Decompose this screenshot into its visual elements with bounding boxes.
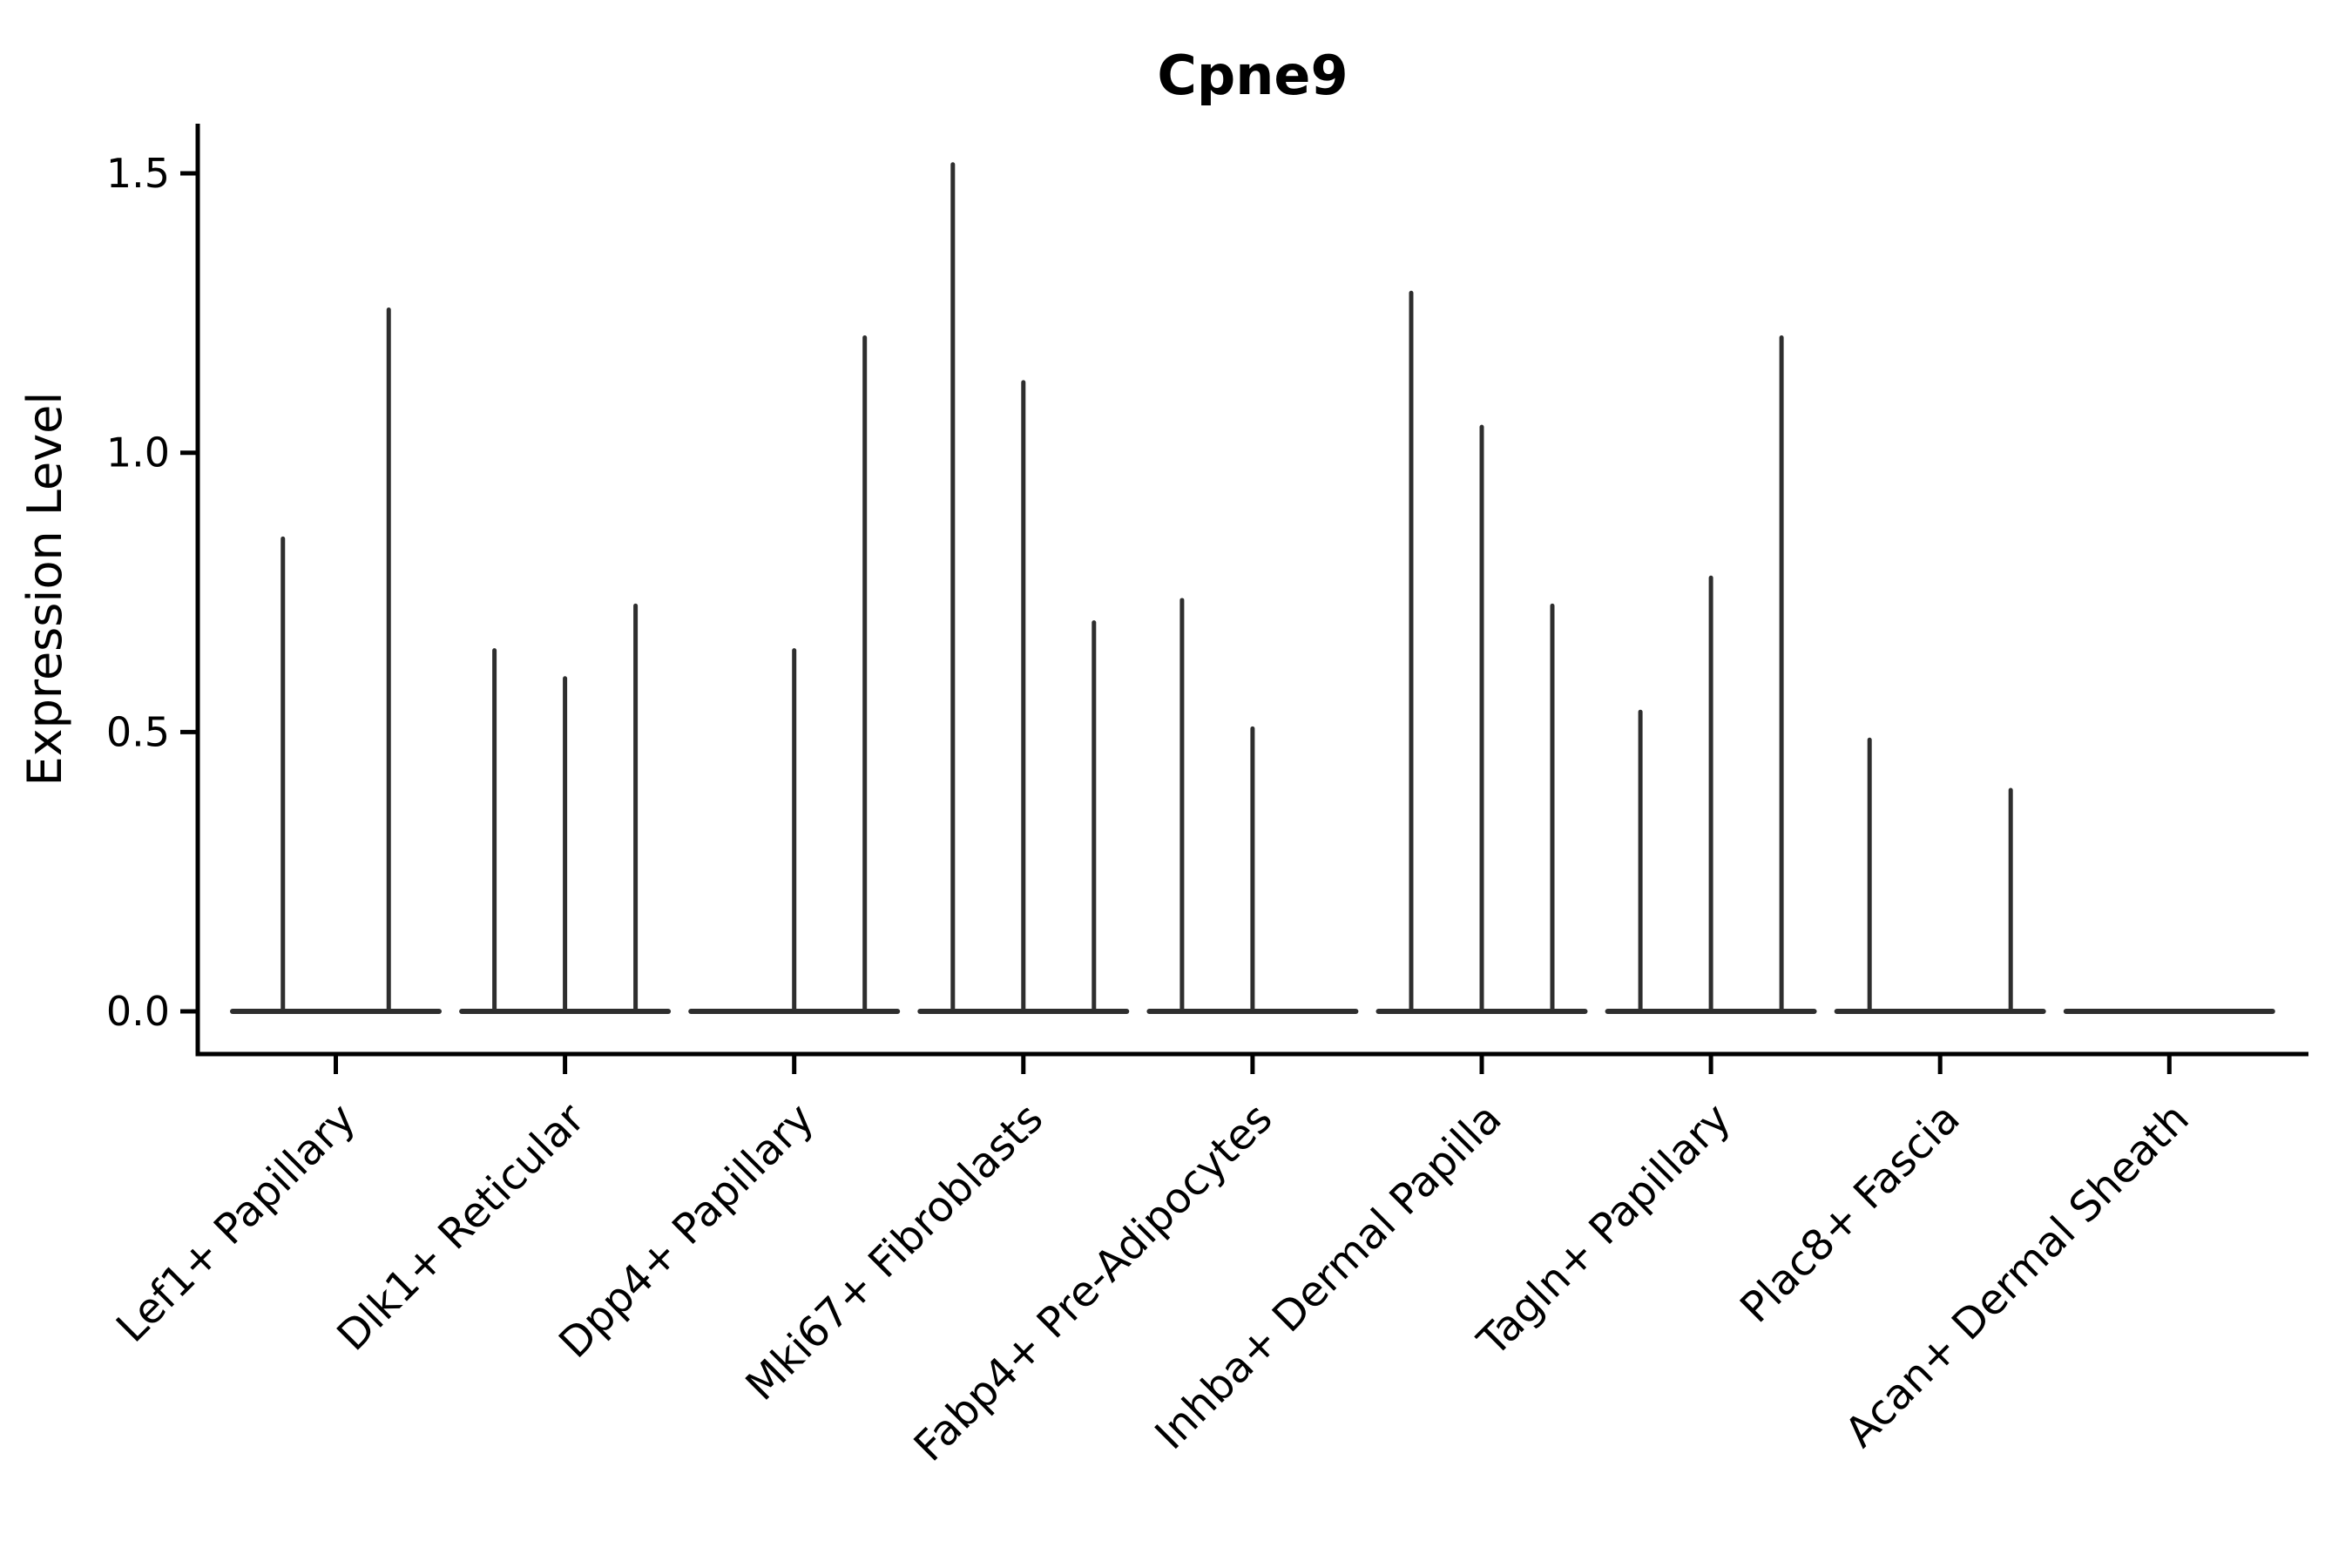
chart-title: Cpne9 bbox=[1157, 44, 1348, 107]
x-tick-label: Plac8+ Fascia bbox=[1731, 1094, 1970, 1333]
violin-baseline bbox=[2063, 1009, 2275, 1014]
y-tick-label: 1.0 bbox=[106, 429, 170, 476]
violin-layer bbox=[230, 162, 2275, 1014]
violin-baseline bbox=[1834, 1009, 2046, 1014]
y-axis-label: Expression Level bbox=[17, 392, 72, 787]
x-tick-label: Dlk1+ Reticular bbox=[328, 1094, 594, 1361]
x-tick-label: Tagln+ Papillary bbox=[1468, 1094, 1740, 1366]
y-tick-label: 0.5 bbox=[106, 708, 170, 755]
y-tick-label: 0.0 bbox=[106, 988, 170, 1035]
violin-baseline bbox=[230, 1009, 442, 1014]
y-tick-label: 1.5 bbox=[106, 150, 170, 197]
x-tick-label: Lef1+ Papillary bbox=[107, 1094, 365, 1352]
x-tick-label: Dpp4+ Papillary bbox=[550, 1094, 823, 1368]
